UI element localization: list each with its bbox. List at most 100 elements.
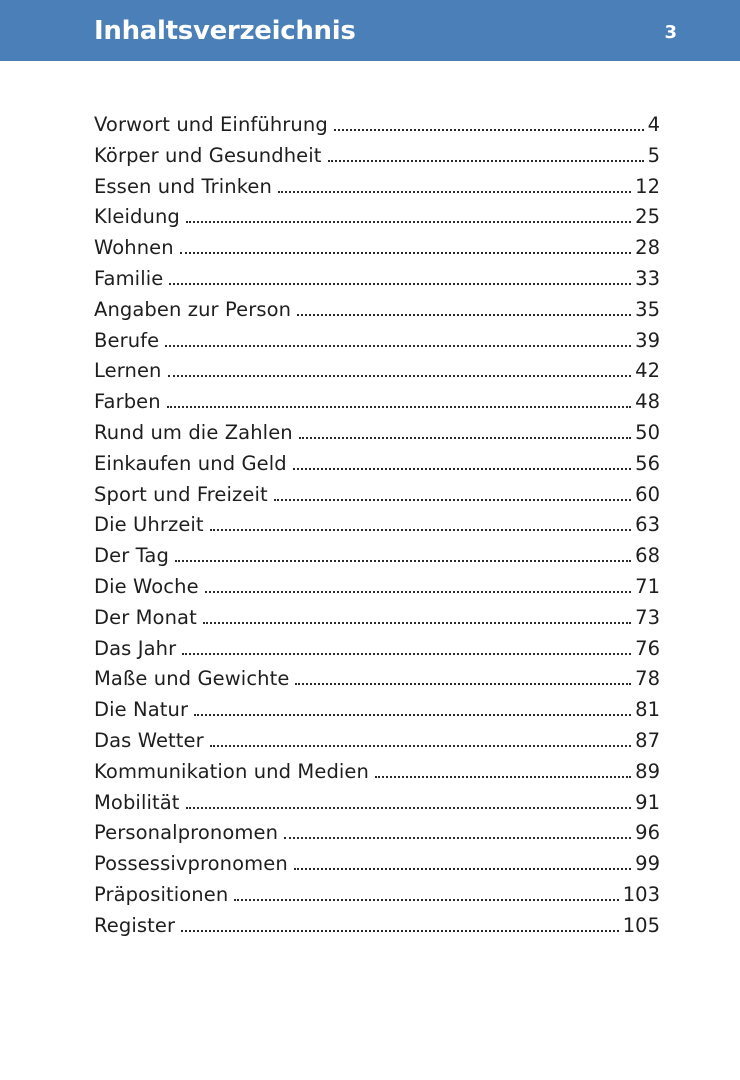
toc-entry-title: Der Tag (94, 544, 169, 568)
toc-entry: Familie 33 (94, 264, 660, 295)
toc-entry-title: Register (94, 913, 176, 937)
toc-entry: Die Uhrzeit 63 (94, 510, 660, 541)
toc-dot-leader (182, 652, 632, 655)
toc-dot-leader (209, 744, 632, 747)
toc-dot-leader (277, 190, 632, 193)
toc-entry: Die Woche 71 (94, 572, 660, 603)
toc-dot-leader (234, 898, 619, 901)
toc-entry-page-number: 5 (647, 143, 660, 167)
toc-entry-page-number: 50 (635, 420, 660, 444)
toc-dot-leader (185, 806, 632, 809)
toc-entry: Wohnen 28 (94, 233, 660, 264)
toc-entry-title: Angaben zur Person (94, 297, 292, 321)
toc-entry-page-number: 33 (635, 266, 660, 290)
toc-entry-title: Das Jahr (94, 636, 177, 660)
toc-entry: Farben 48 (94, 387, 660, 418)
toc-entry-title: Mobilität (94, 790, 180, 814)
toc-entry-title: Die Uhrzeit (94, 513, 204, 537)
toc-entry-page-number: 12 (635, 174, 660, 198)
toc-dot-leader (375, 775, 632, 778)
toc-entry: Das Jahr 76 (94, 634, 660, 665)
toc-dot-leader (185, 220, 632, 224)
toc-entry: Mobilität 91 (94, 788, 660, 819)
toc-entry-page-number: 76 (635, 636, 660, 660)
toc-entry: Präpositionen 103 (94, 880, 660, 911)
toc-entry-page-number: 4 (647, 113, 660, 136)
toc-entry-page-number: 42 (635, 359, 660, 383)
toc-dot-leader (194, 713, 632, 717)
toc-entry-page-number: 73 (635, 605, 660, 629)
toc-dot-leader (181, 929, 619, 932)
toc-entry-title: Der Monat (94, 605, 197, 629)
toc-entry: Die Natur 81 (94, 695, 660, 726)
toc-dot-leader (327, 159, 644, 162)
toc-entry-page-number: 48 (635, 390, 660, 414)
toc-entry: Das Wetter 87 (94, 726, 660, 757)
toc-entry: Maße und Gewichte 78 (94, 664, 660, 695)
toc-entry-title: Das Wetter (94, 728, 204, 752)
table-of-contents: Vorwort und Einführung 4 Körper und Gesund… (94, 110, 660, 942)
toc-dot-leader (273, 498, 632, 501)
toc-dot-leader (292, 467, 632, 470)
toc-entry-title: Farben (94, 390, 161, 414)
toc-entry-title: Kommunikation und Medien (94, 759, 369, 783)
toc-entry-title: Sport und Freizeit (94, 482, 268, 506)
toc-entry-title: Die Woche (94, 574, 199, 598)
toc-entry-title: Maße und Gewichte (94, 667, 290, 691)
toc-entry: Register 105 (94, 911, 660, 942)
toc-entry-page-number: 39 (635, 328, 660, 352)
toc-entry-page-number: 60 (635, 482, 660, 506)
toc-entry-title: Präpositionen (94, 882, 229, 906)
toc-entry-title: Kleidung (94, 205, 180, 229)
toc-entry: Körper und Gesundheit 5 (94, 141, 660, 172)
toc-entry: Einkaufen und Geld 56 (94, 449, 660, 480)
toc-entry: Angaben zur Person 35 (94, 295, 660, 326)
toc-dot-leader (166, 405, 632, 409)
toc-entry-page-number: 99 (635, 852, 660, 876)
toc-entry-page-number: 81 (635, 698, 660, 722)
toc-entry-title: Körper und Gesundheit (94, 143, 322, 167)
page-title: Inhaltsverzeichnis (94, 16, 356, 46)
toc-entry-title: Personalpronomen (94, 821, 279, 845)
toc-entry: Rund um die Zahlen 50 (94, 418, 660, 449)
toc-entry: Essen und Trinken 12 (94, 172, 660, 203)
toc-entry-title: Rund um die Zahlen (94, 420, 293, 444)
toc-dot-leader (174, 559, 632, 563)
toc-dot-leader (169, 282, 632, 285)
toc-entry-page-number: 87 (635, 728, 660, 752)
toc-entry-title: Essen und Trinken (94, 174, 272, 198)
toc-dot-leader (167, 374, 632, 378)
toc-entry-title: Wohnen (94, 236, 174, 260)
toc-dot-leader (297, 313, 632, 316)
toc-entry-title: Die Natur (94, 698, 189, 722)
toc-entry-title: Lernen (94, 359, 162, 383)
toc-entry-page-number: 89 (635, 759, 660, 783)
toc-entry: Sport und Freizeit 60 (94, 480, 660, 511)
toc-entry: Berufe 39 (94, 326, 660, 357)
toc-entry-title: Vorwort und Einführung (94, 113, 328, 136)
toc-dot-leader (333, 128, 644, 131)
toc-dot-leader (179, 251, 632, 255)
toc-entry-page-number: 78 (635, 667, 660, 691)
toc-dot-leader (204, 590, 632, 593)
page-number: 3 (664, 22, 677, 43)
toc-dot-leader (298, 436, 632, 439)
toc-entry-page-number: 25 (635, 205, 660, 229)
toc-entry: Personalpronomen 96 (94, 818, 660, 849)
toc-entry-title: Familie (94, 266, 164, 290)
toc-entry-page-number: 68 (635, 544, 660, 568)
toc-entry-page-number: 63 (635, 513, 660, 537)
toc-entry: Der Monat 73 (94, 603, 660, 634)
header-bar: Inhaltsverzeichnis 3 (0, 0, 740, 61)
toc-entry: Possessivpronomen 99 (94, 849, 660, 880)
toc-entry: Vorwort und Einführung 4 (94, 110, 660, 141)
toc-entry: Der Tag 68 (94, 541, 660, 572)
toc-entry-page-number: 28 (635, 236, 660, 260)
toc-entry-page-number: 105 (622, 913, 660, 937)
toc-dot-leader (165, 344, 632, 347)
toc-entry-page-number: 56 (635, 451, 660, 475)
toc-dot-leader (284, 836, 632, 840)
toc-entry-page-number: 91 (635, 790, 660, 814)
toc-entry-title: Possessivpronomen (94, 852, 288, 876)
